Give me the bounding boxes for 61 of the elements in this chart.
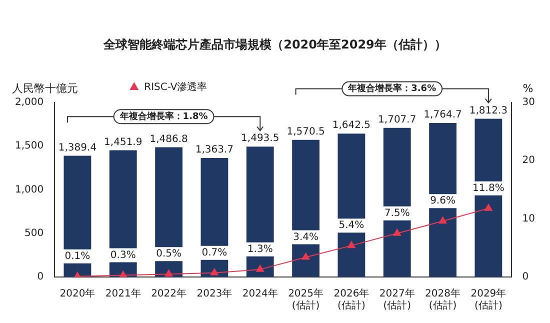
y-tick-label: 2,000: [14, 96, 44, 108]
x-tick-label: 2021年: [105, 288, 141, 300]
y-tick-label: 1,500: [14, 140, 44, 152]
data-label: 1,389.4: [58, 142, 97, 154]
x-tick-label: 2028年 (估計): [425, 288, 461, 312]
y-tick-label: 1,000: [14, 184, 44, 196]
data-label: 7.5%: [384, 208, 410, 219]
point: [393, 228, 402, 236]
y2-axis-title: %: [522, 82, 534, 95]
y2-tick-label: 10: [522, 213, 536, 224]
point: [210, 268, 218, 276]
data-label: 1,642.5: [332, 120, 371, 132]
x-tick-label: 2023年: [196, 288, 232, 300]
bar: [429, 122, 456, 277]
data-label: 1.3%: [247, 244, 273, 256]
point: [256, 264, 264, 272]
data-label: 9.6%: [430, 196, 456, 207]
y-axis-title: 人民幣十億元: [12, 82, 78, 95]
x-tick-label: 2027年 (估計): [379, 288, 415, 312]
text: 年複合增長率：3.6%: [347, 83, 436, 94]
point: [347, 241, 356, 248]
data-label: 1,363.7: [195, 144, 234, 156]
y2-tick-label: 20: [522, 155, 536, 166]
bar: [292, 140, 320, 277]
data-label: 1,764.7: [424, 110, 462, 121]
data-label: 1,493.5: [241, 133, 280, 144]
x-tick-label: 2022年: [151, 288, 187, 300]
data-label: 1,451.9: [104, 136, 142, 148]
x-tick-label: 2024年: [242, 288, 278, 300]
bar: [155, 147, 182, 277]
bar: [383, 128, 411, 277]
data-label: 0.7%: [202, 248, 228, 259]
point: [164, 270, 173, 277]
data-label: 1,486.8: [150, 134, 188, 145]
y2-tick-label: 0: [522, 272, 529, 283]
x-tick-label: 2029年 (估計): [470, 288, 506, 312]
bar: [109, 150, 137, 277]
data-label: 1,707.7: [378, 114, 416, 126]
y-tick-label: 500: [24, 228, 44, 239]
point: [484, 204, 492, 211]
data-label: 0.5%: [156, 248, 182, 260]
data-label: 11.8%: [472, 182, 504, 194]
point: [438, 216, 447, 224]
data-label: 5.4%: [338, 220, 364, 232]
data-label: 3.4%: [293, 232, 318, 243]
x-tick-label: 2026年 (估計): [334, 288, 370, 312]
data-label: 1,570.5: [286, 126, 325, 138]
data-label: 1,812.3: [469, 105, 508, 116]
y2-tick-label: 30: [522, 96, 536, 108]
bar: [338, 134, 366, 277]
point: [302, 252, 310, 260]
bar: [474, 118, 502, 277]
data-label: 0.1%: [64, 251, 90, 262]
y-tick-label: 0: [37, 272, 44, 283]
chart-title: 全球智能終端芯片產品市場規模（2020年至2029年（估計））: [102, 37, 446, 52]
point: [119, 270, 128, 277]
data-label: 0.3%: [110, 250, 136, 261]
x-tick-label: 2020年: [60, 288, 96, 300]
x-tick-label: 2025年 (估計): [288, 288, 324, 312]
legend-label: RISC-V滲透率: [144, 80, 208, 93]
annotation: 年複合增長率：1.8%: [118, 110, 208, 122]
